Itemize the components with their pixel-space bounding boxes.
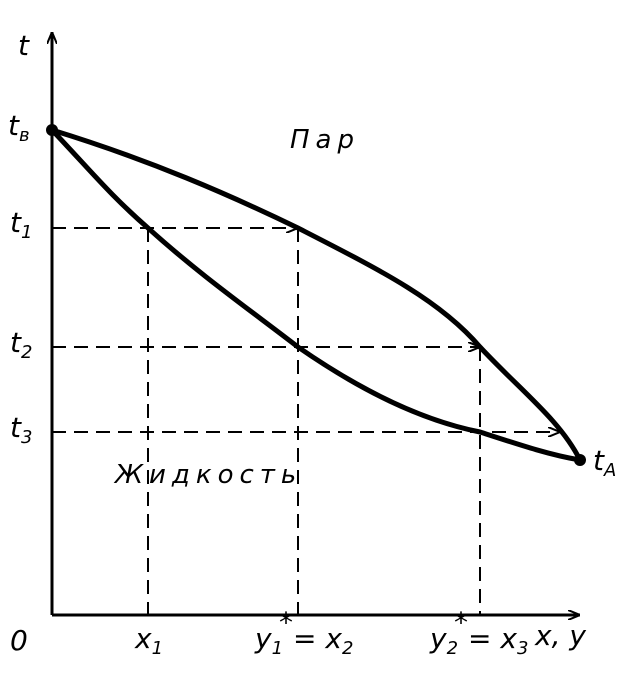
level-label: t2 [10,326,32,363]
label-part: * [454,606,468,639]
label-part: A [603,460,616,481]
level-label: tв [8,109,30,146]
point-b [46,124,58,136]
liquid-label: Жидкость [113,460,302,490]
label-part: 3 [21,427,32,448]
liquid-curve [50,128,581,463]
label-part: x [134,622,152,655]
vapor-curve [51,127,583,462]
label-part: 3 [517,638,528,659]
label-part: = x [468,622,517,655]
label-part: t [8,109,20,142]
label-part: t [10,326,22,359]
label-part: t [10,206,22,239]
composition-label: y1*= x2 [254,606,353,659]
label-part: 2 [342,638,353,659]
vapor-label: Пар [290,125,360,155]
label-part: 2 [21,342,32,363]
label-part: y [429,622,447,655]
label-part: 2 [447,638,458,659]
label-part: 1 [21,222,32,243]
label-part: 1 [272,638,283,659]
label-part: в [19,125,30,146]
composition-label: y2*= x3 [429,606,528,659]
level-label: t3 [10,411,32,448]
label-part: 1 [152,638,163,659]
label-part: y [254,622,272,655]
x-axis-label: x, y [534,619,586,652]
label-part: t [593,444,605,477]
origin-label: 0 [10,624,28,657]
label-part: t [10,411,22,444]
composition-label: x1 [134,622,163,659]
y-axis-label: t [18,29,30,62]
label-part: = x [293,622,342,655]
level-label: t1 [10,206,32,243]
label-part: * [279,606,293,639]
level-label: tA [593,444,616,481]
point-a [574,454,586,466]
